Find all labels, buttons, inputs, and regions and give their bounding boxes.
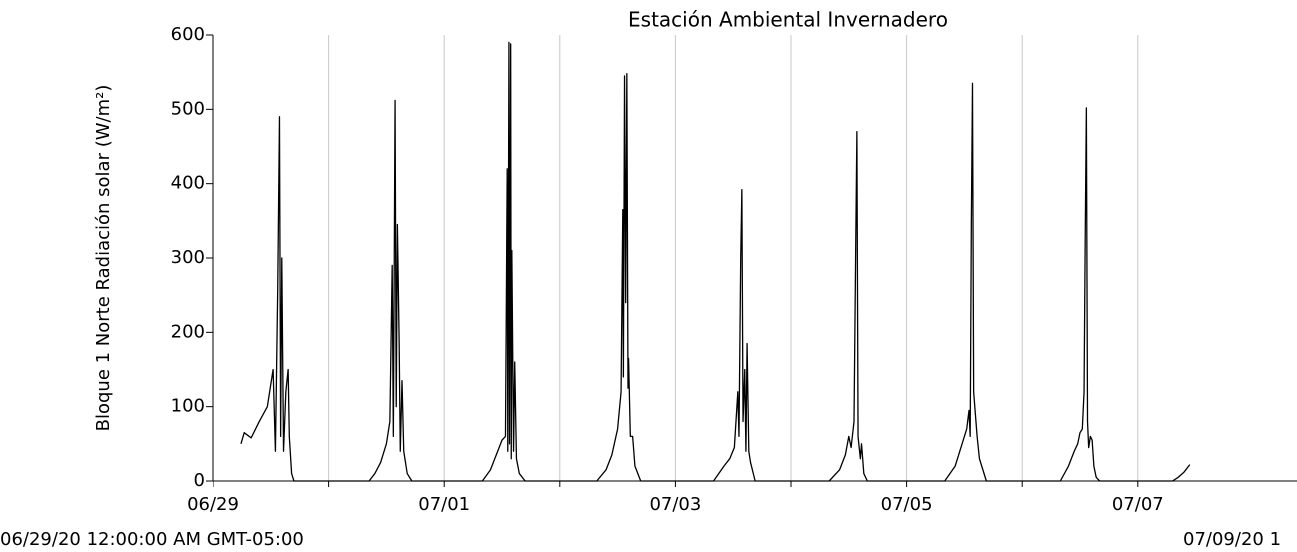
data-line <box>240 41 1191 482</box>
y-tick-label: 500 <box>171 98 205 119</box>
x-tick-label: 07/05 <box>881 494 933 515</box>
x-tick-label: 07/03 <box>649 494 701 515</box>
plot-area <box>213 35 1297 487</box>
y-tick-label: 400 <box>171 173 205 194</box>
x-tick-label: 07/07 <box>1112 494 1164 515</box>
range-end-label: 07/09/20 1 <box>1183 529 1281 550</box>
x-tick-label: 07/01 <box>418 494 470 515</box>
y-tick-label: 100 <box>171 396 205 417</box>
y-tick-label: 200 <box>171 321 205 342</box>
x-tick-label: 06/29 <box>187 494 239 515</box>
y-tick-label: 300 <box>171 247 205 268</box>
y-tick-label: 600 <box>171 24 205 45</box>
chart-title: Estación Ambiental Invernadero <box>628 8 948 32</box>
y-tick-label: 0 <box>194 470 205 491</box>
y-axis-label: Bloque 1 Norte Radiación solar (W/m²) <box>93 85 114 432</box>
range-start-label: 06/29/20 12:00:00 AM GMT-05:00 <box>0 529 304 550</box>
